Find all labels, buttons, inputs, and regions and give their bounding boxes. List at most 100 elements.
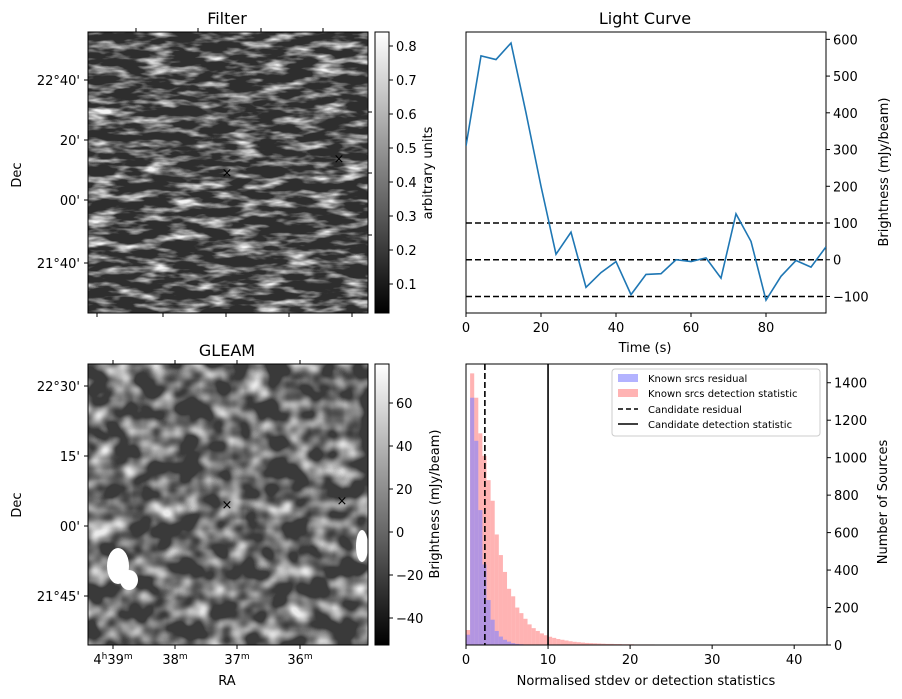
hist-ytick-label: 0	[834, 639, 842, 654]
hist-bar-detection	[490, 500, 495, 645]
gleam-xtick-4: 36m	[287, 652, 312, 668]
filter-cb-tick: 0.5	[396, 142, 417, 157]
hist-ylabel: Number of Sources	[876, 440, 891, 565]
hist-bar-detection	[502, 571, 508, 645]
hist-xtick-label: 0	[462, 653, 470, 668]
hist-bar-detection	[593, 643, 598, 645]
gleam-cb-tick: −20	[396, 569, 423, 584]
hist-legend: Known srcs residual Known srcs detection…	[611, 368, 821, 437]
gleam-title: GLEAM	[199, 341, 255, 360]
hist-bar-detection	[609, 643, 614, 645]
gleam-bright-source	[120, 570, 138, 590]
gleam-bright-source	[356, 530, 368, 562]
gleam-panel: GLEAM × × 22°30' 15' 00' 21°45' 4h39m 38…	[10, 341, 443, 689]
gleam-ytick-1: 22°30'	[37, 380, 80, 395]
filter-cb-tick: 0.2	[396, 244, 417, 259]
filter-cb-tick: 0.8	[396, 40, 417, 55]
hist-bar-residual	[494, 630, 499, 645]
lc-xtick-label: 60	[683, 321, 700, 336]
gleam-xtick-2: 38m	[162, 652, 187, 668]
gleam-ytick-4: 21°45'	[37, 590, 80, 605]
legend-swatch-detection	[618, 389, 638, 397]
gleam-red-marker: ×	[222, 498, 233, 513]
hist-bar-detection	[486, 480, 491, 645]
filter-ytick-2: 20'	[60, 134, 80, 149]
gleam-x-ticks: 4h39m 38m 37m 36m	[93, 360, 313, 668]
gleam-ytick-2: 15'	[60, 450, 80, 465]
hist-ytick-label: 600	[834, 527, 859, 542]
gleam-ylabel: Dec	[10, 492, 25, 517]
hist-bar-detection	[564, 640, 569, 645]
filter-colorbar	[374, 31, 390, 314]
gleam-colorbar-label: Brightness (mJy/beam)	[428, 430, 443, 579]
hist-bar-detection	[539, 633, 544, 645]
lc-xtick-label: 80	[758, 321, 775, 336]
hist-ytick-label: 1000	[834, 452, 867, 467]
hist-bar-detection	[556, 639, 561, 645]
hist-bar-residual	[502, 639, 508, 645]
gleam-ytick-3: 00'	[60, 520, 80, 535]
lc-ytick-label: 300	[833, 144, 858, 159]
gleam-image-frame	[87, 363, 369, 646]
hist-xlabel: Normalised stdev or detection statistics	[517, 674, 776, 689]
hist-bar-residual	[498, 636, 503, 645]
gleam-cb-tick: 0	[396, 526, 404, 541]
hist-plot-frame	[465, 363, 828, 646]
hist-bar-detection	[519, 613, 524, 645]
legend-swatch-residual	[618, 374, 638, 382]
gleam-image-texture	[88, 364, 368, 645]
gleam-cb-tick: 20	[396, 483, 413, 498]
hist-bar-detection	[494, 534, 499, 645]
hist-ytick-label: 800	[834, 489, 859, 504]
hist-bar-detection	[580, 642, 585, 645]
filter-panel: Filter × × 22°40' 20' 00' 21°40' Dec	[10, 9, 436, 317]
gleam-y-ticks: 22°30' 15' 00' 21°45'	[37, 380, 88, 605]
lc-xtick-label: 20	[533, 321, 550, 336]
hist-ytick-label: 400	[834, 564, 859, 579]
gleam-xtick-3: 37m	[224, 652, 249, 668]
lc-xlabel: Time (s)	[618, 341, 672, 356]
hist-bar-detection	[498, 555, 503, 645]
hist-bar-detection	[560, 639, 565, 645]
lc-plot-frame	[465, 31, 827, 314]
filter-ytick-3: 00'	[60, 194, 80, 209]
hist-bar-residual	[474, 440, 479, 645]
hist-bar-residual	[486, 600, 491, 645]
hist-bar-residual	[478, 510, 483, 645]
hist-xtick-label: 10	[540, 653, 557, 668]
filter-cb-tick: 0.7	[396, 74, 417, 89]
hist-ytick-label: 1400	[834, 377, 867, 392]
legend-frame	[611, 368, 821, 437]
gleam-xlabel: RA	[218, 674, 236, 689]
lc-ytick-label: 400	[833, 107, 858, 122]
hist-ytick-label: 1200	[834, 414, 867, 429]
filter-cb-tick: 0.4	[396, 176, 417, 191]
hist-bar-detection	[531, 628, 536, 645]
lc-ytick-label: −100	[833, 290, 869, 305]
hist-ytick-label: 200	[834, 602, 859, 617]
legend-label-residual: Known srcs residual	[648, 374, 747, 385]
hist-bar-detection	[597, 643, 602, 645]
hist-xtick-label: 30	[704, 653, 721, 668]
hist-bar-detection	[601, 643, 606, 645]
hist-xtick-label: 40	[786, 653, 803, 668]
filter-ytick-4: 21°40'	[37, 257, 80, 272]
filter-cb-tick: 0.6	[396, 108, 417, 123]
hist-bar-residual	[511, 643, 516, 645]
filter-ytick-1: 22°40'	[37, 74, 80, 89]
hist-bar-residual	[490, 619, 495, 645]
histogram-panel: 0 10 20 30 40 0 200 400 600 800 1000 1200 1400 Norm…	[462, 363, 891, 689]
lc-ytick-label: 100	[833, 217, 858, 232]
hist-bar-detection	[548, 636, 553, 645]
hist-bar-detection	[535, 630, 540, 645]
lc-ylabel: Brightness (mJy/beam)	[877, 98, 892, 247]
lc-ytick-label: 500	[833, 70, 858, 85]
lc-series-line	[466, 41, 826, 303]
gleam-xtick-1: 4h39m	[93, 652, 132, 668]
gleam-blue-marker: ×	[337, 494, 348, 509]
lc-xtick-label: 0	[462, 321, 470, 336]
filter-blue-marker: ×	[334, 152, 345, 167]
filter-cb-tick: 0.3	[396, 210, 417, 225]
hist-bar-detection	[584, 642, 590, 645]
